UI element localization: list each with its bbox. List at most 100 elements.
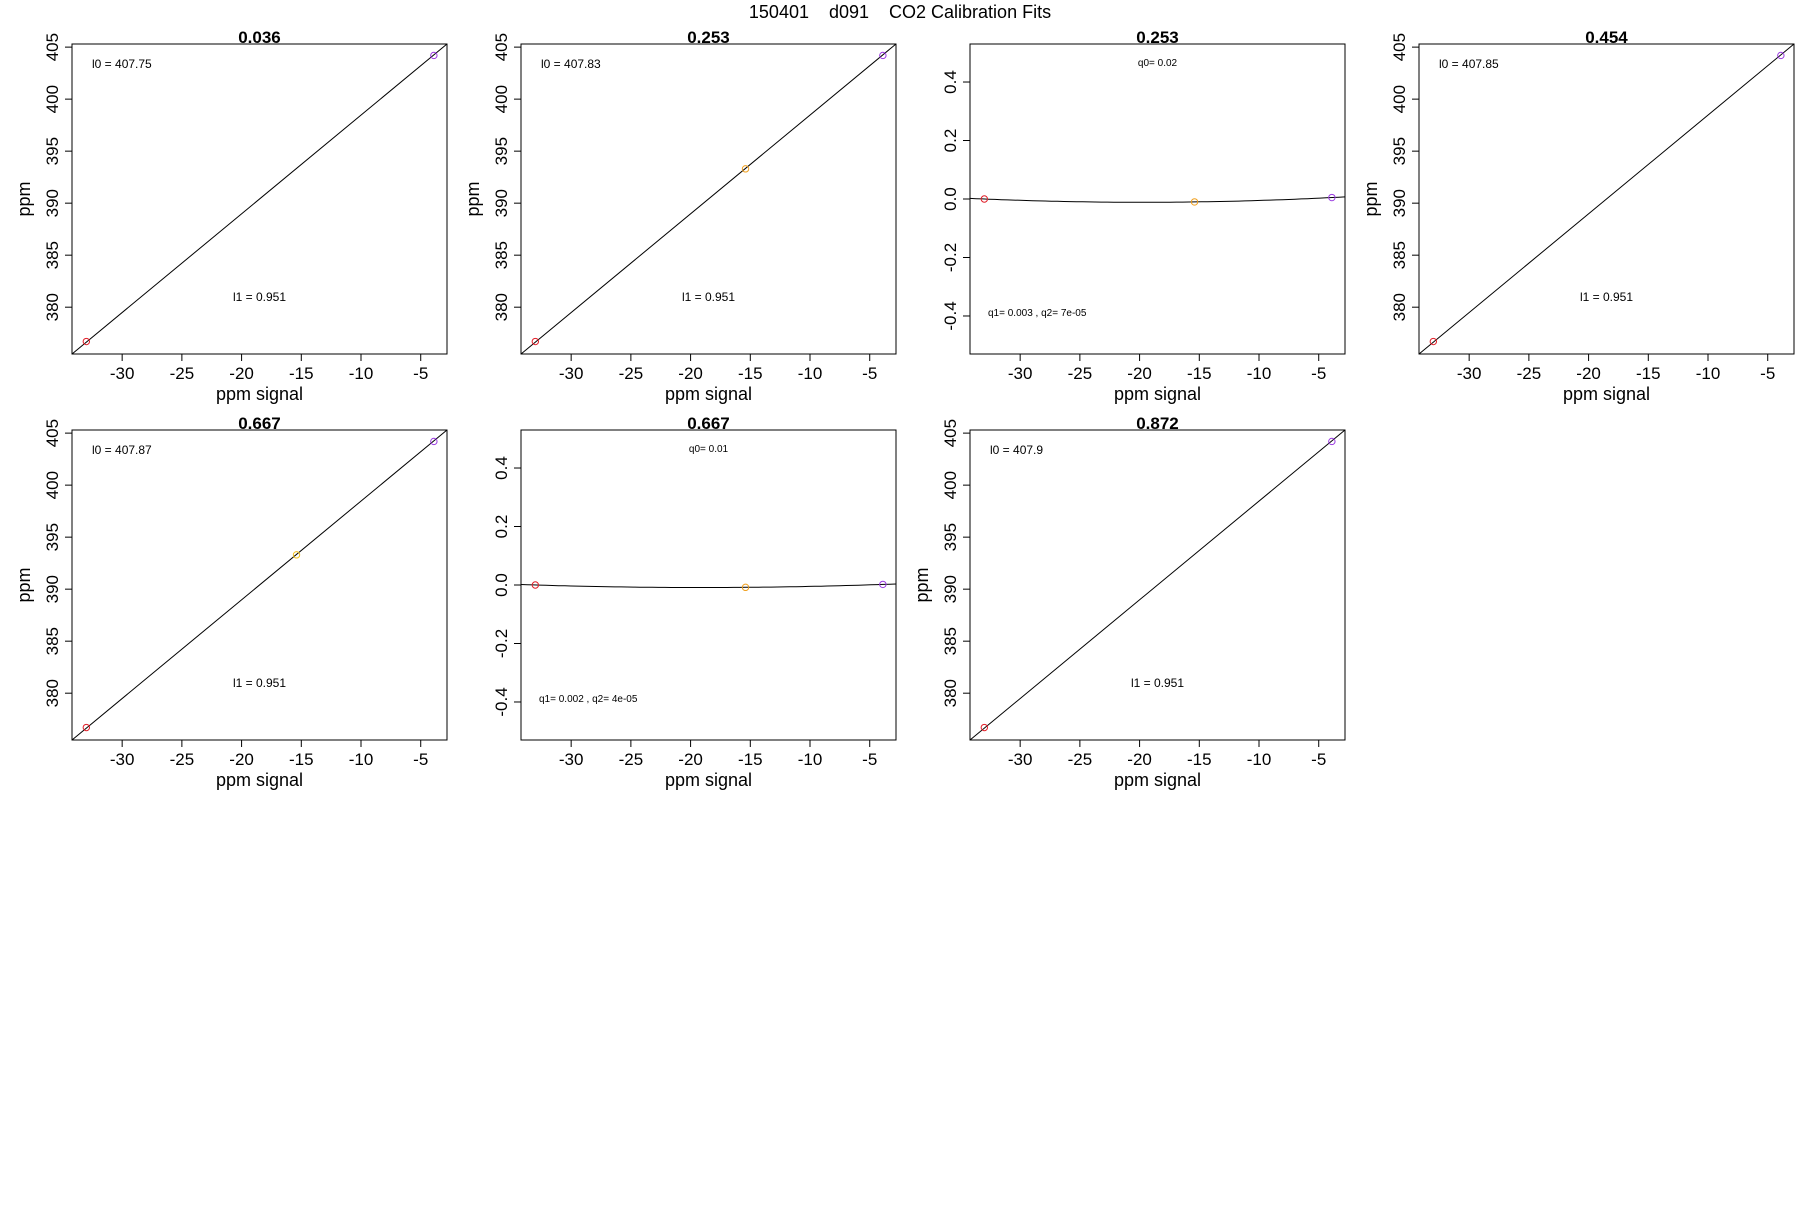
x-axis-label: ppm signal: [1114, 770, 1201, 790]
y-axis-label: ppm: [912, 567, 932, 602]
x-tick-label: -25: [170, 364, 195, 383]
chart-panel-4: 0.454 -30 -25 -20 -15 -10 -5 380 385 390 395 400 405…: [1361, 28, 1795, 404]
panel-title: 0.253: [687, 28, 730, 47]
x-tick-label: -20: [678, 750, 703, 769]
x-tick-label: -30: [559, 364, 584, 383]
y-tick-label: 380: [43, 293, 62, 321]
data-point: [531, 581, 540, 589]
y-tick-label: 0.2: [941, 129, 960, 153]
figure-title: 150401 d091 CO2 Calibration Fits: [748, 2, 1052, 22]
data-point: [980, 195, 989, 203]
y-tick-label: 395: [941, 523, 960, 551]
y-tick-label: 400: [43, 85, 62, 113]
chart-panel-7: 0.872 -30 -25 -20 -15 -10 -5 380 385 390 395 400 405…: [912, 414, 1346, 790]
x-tick-label: -10: [349, 750, 374, 769]
data-point: [531, 337, 540, 346]
fit-curve: [521, 583, 896, 588]
x-tick-label: -25: [1068, 364, 1093, 383]
data-point: [741, 583, 750, 592]
y-tick-label: 385: [43, 627, 62, 655]
x-tick-label: -15: [1187, 364, 1212, 383]
y-axis-label: ppm: [14, 567, 34, 602]
y-axis-label: ppm: [14, 181, 34, 216]
x-tick-label: -25: [1517, 364, 1542, 383]
fit-line: [72, 44, 447, 354]
fit-line: [72, 430, 447, 740]
fit-annotation: l0 = 407.9: [990, 443, 1043, 457]
y-tick-label: -0.2: [941, 243, 960, 272]
chart-panel-1: 0.036 -30 -25 -20 -15 -10 -5 380 385 390 395 400 405…: [14, 28, 448, 404]
x-tick-label: -30: [559, 750, 584, 769]
x-tick-label: -5: [1760, 364, 1775, 383]
x-tick-label: -30: [110, 364, 135, 383]
panel-title: 0.872: [1136, 414, 1179, 433]
data-point: [879, 580, 887, 589]
y-axis-label: ppm: [1361, 181, 1381, 216]
panel-title: 0.253: [1136, 28, 1179, 47]
x-axis-label: ppm signal: [665, 770, 752, 790]
y-tick-label: 400: [941, 471, 960, 499]
fit-curve: [970, 196, 1345, 203]
y-tick-label: 405: [492, 33, 511, 61]
y-tick-label: 405: [43, 33, 62, 61]
fit-annotation: l0 = 407.83: [541, 57, 601, 71]
y-tick-label: 0.0: [492, 573, 511, 597]
y-tick-label: 0.0: [941, 187, 960, 211]
y-tick-label: 390: [941, 575, 960, 603]
y-tick-label: 0.4: [941, 70, 960, 94]
x-tick-label: -15: [289, 750, 314, 769]
x-tick-label: -20: [229, 364, 254, 383]
y-tick-label: 395: [492, 137, 511, 165]
y-tick-label: 395: [1390, 137, 1409, 165]
fit-annotation: l1 = 0.951: [1580, 290, 1633, 304]
y-tick-label: -0.4: [941, 301, 960, 330]
fit-annotation: l0 = 407.85: [1439, 57, 1499, 71]
data-point: [82, 723, 91, 732]
chart-panel-5: 0.667 -30 -25 -20 -15 -10 -5 380 385 390 395 400 405…: [14, 414, 448, 790]
data-point: [1777, 51, 1785, 60]
y-tick-label: 395: [43, 137, 62, 165]
x-tick-label: -30: [1008, 364, 1033, 383]
y-tick-label: 405: [43, 419, 62, 447]
y-tick-label: 385: [941, 627, 960, 655]
x-tick-label: -30: [1008, 750, 1033, 769]
x-tick-label: -25: [170, 750, 195, 769]
data-point: [980, 723, 989, 732]
x-tick-label: -5: [862, 364, 877, 383]
x-tick-label: -15: [1187, 750, 1212, 769]
x-tick-label: -10: [1247, 750, 1272, 769]
x-tick-label: -15: [738, 364, 763, 383]
data-point: [1190, 198, 1199, 206]
chart-panel-2: 0.253 -30 -25 -20 -15 -10 -5 380 385 390 395 400 405…: [463, 28, 897, 404]
x-tick-label: -15: [738, 750, 763, 769]
panel-title: 0.454: [1585, 28, 1628, 47]
x-tick-label: -15: [289, 364, 314, 383]
x-tick-label: -5: [413, 750, 428, 769]
y-tick-label: 380: [941, 679, 960, 707]
fit-annotation: l1 = 0.951: [233, 676, 286, 690]
y-tick-label: 405: [1390, 33, 1409, 61]
y-tick-label: 405: [941, 419, 960, 447]
fit-annotation: l1 = 0.951: [682, 290, 735, 304]
fit-line: [521, 44, 896, 354]
y-tick-label: 400: [492, 85, 511, 113]
x-tick-label: -5: [1311, 364, 1326, 383]
x-tick-label: -10: [1696, 364, 1721, 383]
fit-annotation: q0= 0.02: [1138, 58, 1178, 69]
data-point: [879, 51, 887, 60]
fit-annotation: l1 = 0.951: [1131, 676, 1184, 690]
panel-title: 0.667: [687, 414, 730, 433]
x-tick-label: -5: [413, 364, 428, 383]
fit-line: [1419, 44, 1794, 354]
x-tick-label: -10: [798, 750, 823, 769]
x-tick-label: -20: [1576, 364, 1601, 383]
panel-title: 0.036: [238, 28, 281, 47]
data-point: [292, 551, 301, 559]
y-tick-label: 400: [43, 471, 62, 499]
data-point: [430, 51, 438, 60]
y-tick-label: 385: [1390, 241, 1409, 269]
y-tick-label: 380: [1390, 293, 1409, 321]
y-tick-label: 390: [43, 575, 62, 603]
chart-panel-3: 0.253 -30 -25 -20 -15 -10 -5 -0.4 -0.2 0.0 0.2 0.4 p…: [941, 28, 1346, 404]
